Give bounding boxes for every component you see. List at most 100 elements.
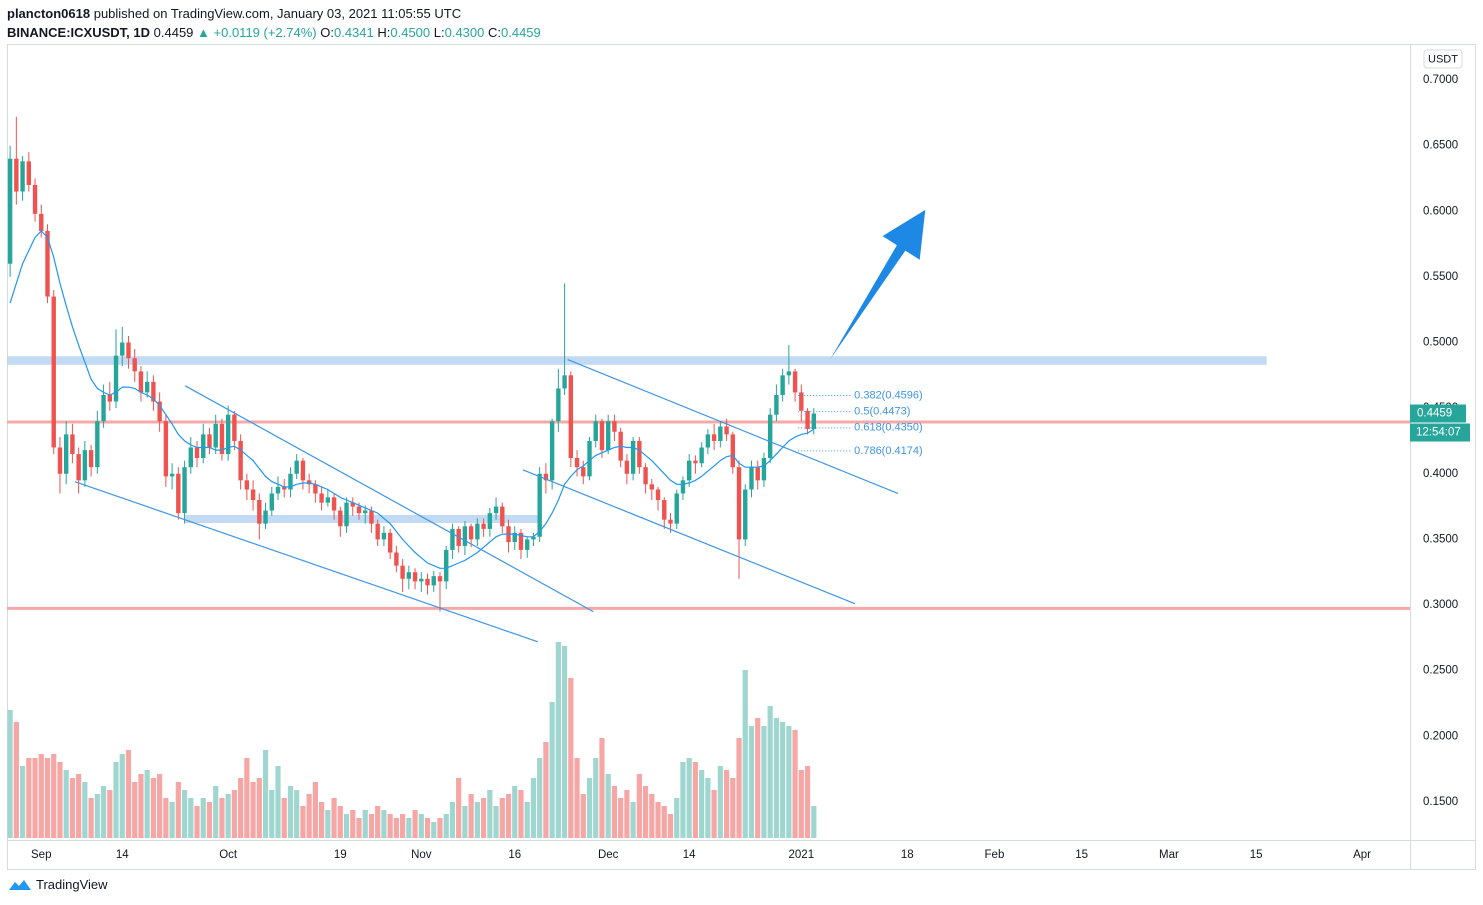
candle-body [431, 576, 436, 586]
volume-bar [549, 702, 555, 838]
arrow [830, 209, 926, 360]
candle-body [711, 434, 717, 441]
volume-bar [611, 786, 618, 838]
candle-body [531, 536, 536, 540]
candle-body [736, 467, 742, 540]
candle-body [655, 489, 661, 501]
volume-bar [487, 790, 493, 838]
candle-body [699, 447, 704, 464]
candle-body [207, 434, 212, 448]
candle-body [338, 510, 343, 527]
last-price-label: 0.4459 [1417, 408, 1452, 420]
candle-body [605, 421, 611, 451]
volume-bar [138, 774, 144, 838]
header: plancton0618 published on TradingView.co… [7, 4, 541, 42]
volume-bar [755, 718, 761, 838]
volume-bar [518, 790, 524, 838]
ohlc-key: C: [488, 25, 501, 40]
volume-bar [19, 766, 26, 838]
volume-bar [599, 738, 605, 838]
last: 0.4459 [153, 25, 194, 40]
volume-bar [780, 722, 786, 838]
brand-logo [9, 879, 31, 890]
volume-bar [393, 818, 399, 838]
volume-bar [804, 766, 811, 838]
volume-bar [387, 814, 393, 838]
candle-body [761, 458, 767, 481]
volume-bar [51, 754, 57, 838]
x-tick-label: 15 [1250, 849, 1263, 861]
candle-body [780, 375, 785, 396]
volume-bar [312, 782, 318, 838]
zone [185, 514, 540, 523]
y-tick-label: 0.3500 [1423, 533, 1458, 545]
volume-bar [524, 802, 530, 838]
candle-body [686, 460, 692, 481]
volume-bar [206, 802, 213, 838]
volume-bar [412, 810, 418, 838]
y-tick-label: 0.1500 [1423, 796, 1458, 808]
y-tick-label: 0.2000 [1423, 730, 1458, 742]
candle-body [132, 358, 137, 372]
candle-body [493, 506, 499, 514]
volume-bar [505, 794, 512, 838]
volume-bar [400, 814, 406, 838]
volume-bar [69, 778, 76, 838]
volume-bar [337, 806, 343, 838]
volume-bar [586, 778, 593, 838]
volume-bar [723, 770, 730, 838]
volume-bar [262, 750, 269, 838]
candle-body [649, 484, 655, 490]
volume-bar [32, 758, 38, 838]
candle-body [369, 510, 374, 524]
candle-body [375, 523, 380, 540]
candle-body [574, 458, 580, 468]
volume-bar [57, 762, 63, 838]
volume-bar [692, 762, 699, 838]
volume-bar [437, 818, 443, 838]
volume-bar [468, 794, 474, 838]
volume-bar [431, 822, 437, 838]
countdown-box [1410, 423, 1470, 442]
published: published on TradingView.com, January 03… [93, 6, 462, 21]
x-tick-label: 14 [116, 849, 129, 861]
candle-body [543, 473, 549, 481]
volume-bar [555, 642, 561, 838]
candle-body [406, 572, 412, 579]
candle-body [450, 528, 455, 550]
y-tick-label: 0.7000 [1423, 74, 1458, 86]
volume-bar [150, 778, 157, 838]
volume-bar [13, 722, 19, 838]
volume-bar [605, 774, 611, 838]
candle-body [718, 426, 723, 441]
candle-body [400, 565, 405, 579]
volume-bar [181, 790, 188, 838]
candle-body [107, 395, 112, 402]
candle-body [225, 414, 231, 455]
candle-body [799, 392, 804, 411]
candle-body [76, 454, 81, 481]
volume-bar [325, 810, 331, 838]
candle-body [587, 440, 592, 477]
currency-box [1423, 49, 1463, 69]
candle-body [138, 371, 144, 393]
candle-body [475, 523, 480, 540]
volume-bar [568, 678, 574, 838]
header-line-1: plancton0618 published on TradingView.co… [7, 4, 541, 23]
candle-body [500, 506, 505, 527]
volume-bar [449, 802, 456, 838]
volume-bar [7, 710, 13, 838]
x-tick-label: Feb [985, 849, 1005, 861]
volume-bar [786, 726, 792, 838]
candle-body [562, 375, 567, 389]
candle-body [593, 421, 598, 441]
volume-bar [537, 758, 543, 838]
candle-body [444, 549, 449, 582]
candle-body [537, 473, 542, 537]
candle-body [232, 414, 237, 441]
trendline [184, 385, 594, 613]
candle-body [194, 447, 200, 459]
volume-bar [300, 806, 306, 838]
volume-bar [574, 758, 580, 838]
volume-bar [119, 754, 125, 838]
